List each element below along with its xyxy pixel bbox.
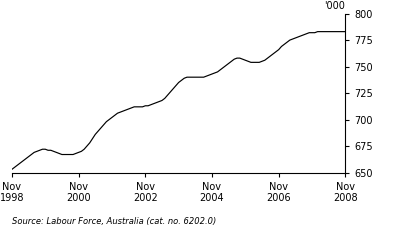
Text: '000: '000 [324, 1, 345, 11]
Text: Source: Labour Force, Australia (cat. no. 6202.0): Source: Labour Force, Australia (cat. no… [12, 217, 216, 226]
